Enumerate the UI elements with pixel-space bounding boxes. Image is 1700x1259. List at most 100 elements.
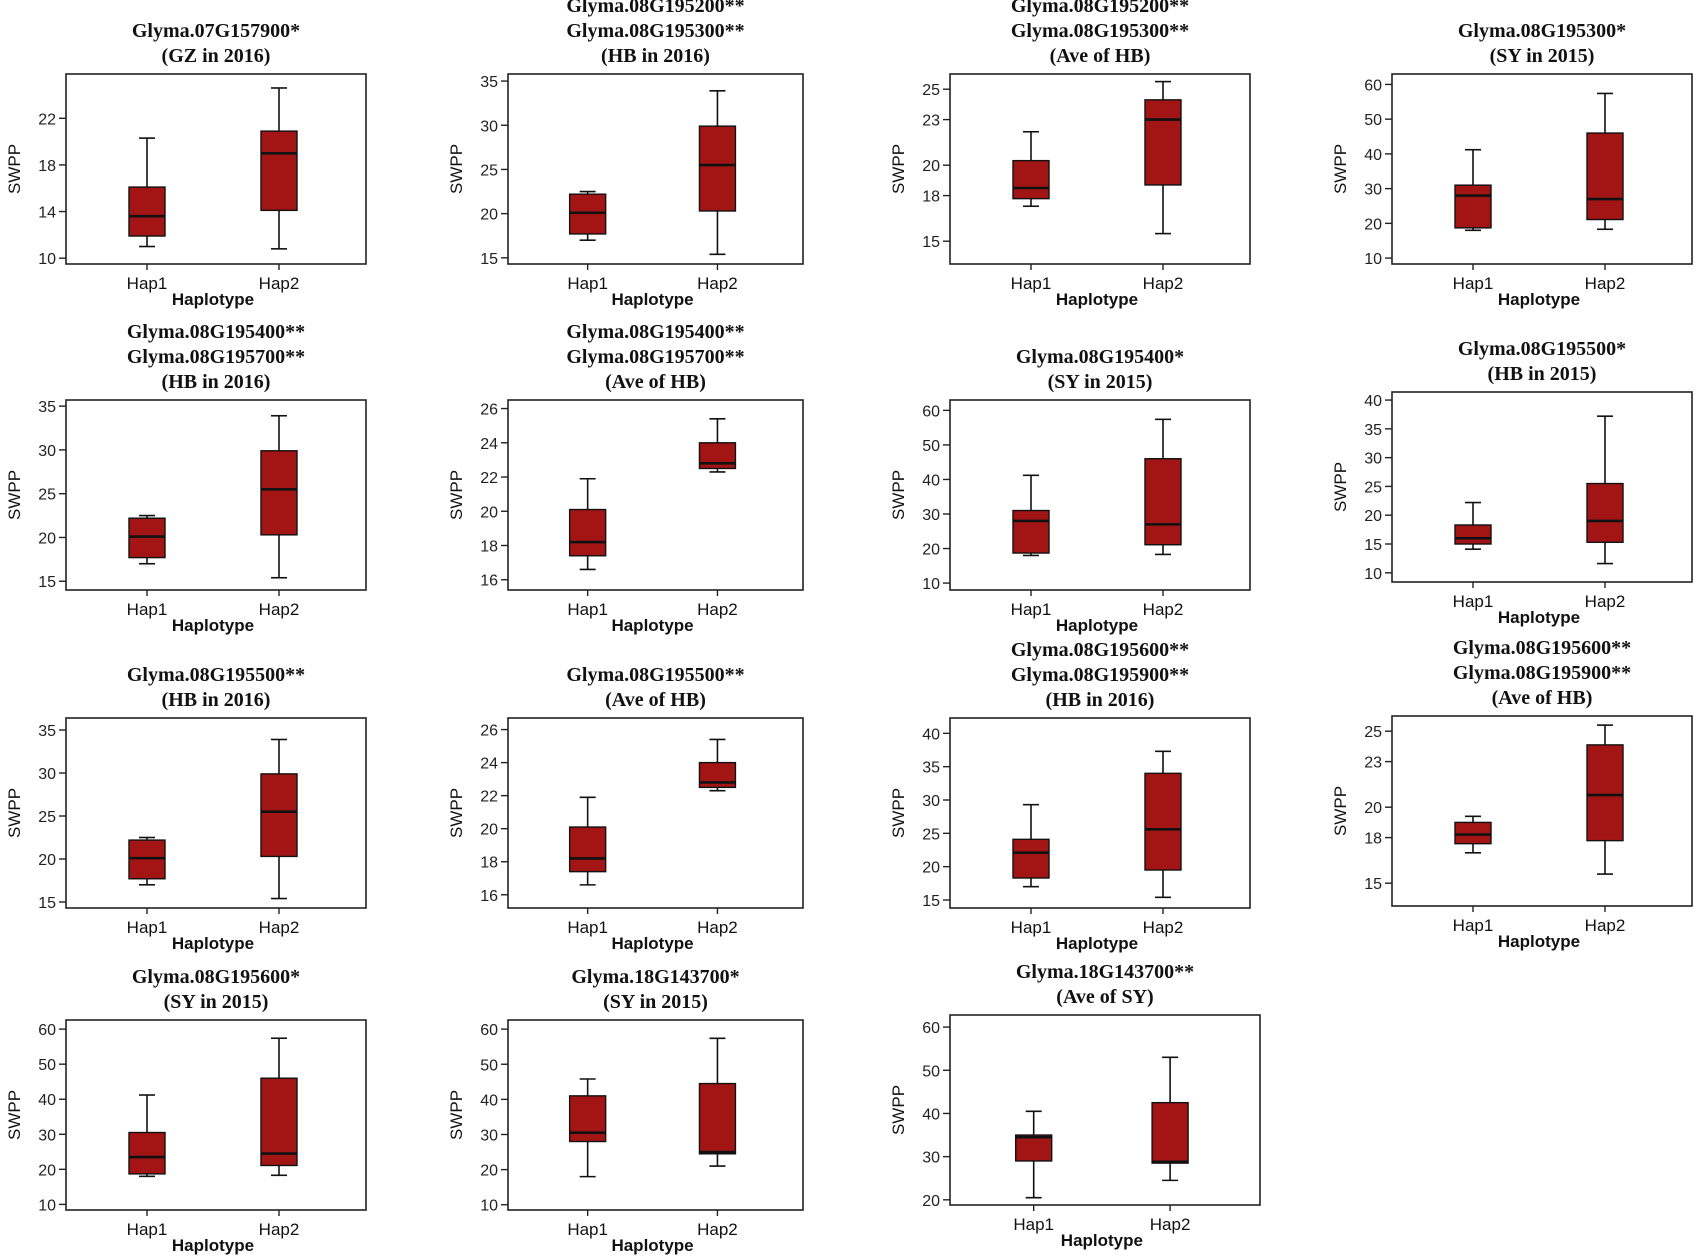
category-label: Hap1 [127, 918, 168, 937]
box-iqr [260, 450, 298, 536]
y-tick-label: 16 [480, 888, 498, 905]
y-axis-label: SWPP [1331, 462, 1350, 512]
box-iqr [568, 1095, 607, 1143]
category-label: Hap1 [567, 1220, 608, 1239]
y-tick-label: 24 [480, 436, 498, 453]
category-label: Hap2 [697, 1220, 738, 1239]
y-tick-label: 25 [38, 487, 56, 504]
box-iqr [260, 130, 298, 212]
box-iqr [1151, 1101, 1189, 1164]
plot-frame [507, 73, 804, 265]
box-iqr [698, 1082, 737, 1155]
plot-frame [949, 1014, 1261, 1206]
y-tick-label: 20 [922, 860, 940, 877]
y-tick-label: 50 [922, 1063, 940, 1080]
y-tick-label: 35 [1364, 422, 1382, 439]
y-tick-label: 35 [38, 723, 56, 740]
y-tick-label: 10 [38, 251, 56, 268]
category-label: Hap2 [1585, 592, 1626, 611]
category-label: Hap2 [1143, 918, 1184, 937]
plot-frame [949, 73, 1251, 265]
chart-title: Glyma.08G195400* [1016, 346, 1184, 368]
box-iqr [1586, 744, 1624, 842]
y-tick-label: 20 [922, 158, 940, 175]
y-tick-label: 15 [480, 251, 498, 268]
y-tick-label: 50 [1364, 112, 1382, 129]
y-tick-label: 15 [922, 234, 940, 251]
y-tick-label: 22 [480, 789, 498, 806]
y-tick-label: 20 [480, 504, 498, 521]
box-iqr [1586, 132, 1624, 221]
y-tick-label: 14 [38, 205, 56, 222]
chart-title: Glyma.08G195400** [127, 321, 305, 343]
boxplot-panel: Glyma.08G195400* (SY in 2015) 10 20 30 40 50 60… [889, 346, 1251, 635]
y-tick-label: 30 [1364, 451, 1382, 468]
y-axis-label: SWPP [889, 788, 908, 838]
y-tick-label: 30 [38, 1127, 56, 1144]
y-axis-label: SWPP [889, 470, 908, 520]
boxplot-panel: Glyma.08G195600* (SY in 2015) 10 20 30 40 50 60… [5, 966, 367, 1255]
y-tick-label: 30 [1364, 182, 1382, 199]
chart-title: (HB in 2016) [601, 45, 710, 67]
plot-frame [507, 399, 804, 591]
y-axis-label: SWPP [5, 470, 24, 520]
y-tick-label: 18 [922, 189, 940, 206]
y-tick-label: 10 [480, 1198, 498, 1215]
x-axis-label: Haplotype [611, 290, 693, 309]
box-iqr [1012, 838, 1050, 879]
category-label: Hap2 [259, 1220, 300, 1239]
y-tick-label: 20 [1364, 800, 1382, 817]
chart-title: Glyma.18G143700* [571, 966, 739, 988]
y-tick-label: 18 [480, 855, 498, 872]
y-tick-label: 20 [38, 1162, 56, 1179]
chart-title: Glyma.08G195200** [566, 0, 744, 17]
category-label: Hap1 [1453, 916, 1494, 935]
y-tick-label: 50 [38, 1057, 56, 1074]
y-tick-label: 40 [1364, 147, 1382, 164]
category-label: Hap1 [567, 600, 608, 619]
y-tick-label: 40 [922, 472, 940, 489]
y-axis-label: SWPP [889, 1085, 908, 1135]
boxplot-panel: Glyma.08G195500** (Ave of HB) 16 18 20 22 24 26… [447, 664, 804, 953]
x-axis-label: Haplotype [1498, 932, 1580, 951]
box-iqr [128, 517, 166, 559]
y-axis-label: SWPP [889, 144, 908, 194]
boxplot-panel: Glyma.08G195200** Glyma.08G195300** (HB in… [447, 0, 804, 309]
y-tick-label: 40 [1364, 393, 1382, 410]
x-axis-label: Haplotype [172, 290, 254, 309]
y-tick-label: 10 [1364, 566, 1382, 583]
chart-title: Glyma.08G195900** [1011, 664, 1189, 686]
box-iqr [1144, 772, 1182, 871]
chart-title: (HB in 2016) [162, 371, 271, 393]
y-tick-label: 25 [1364, 724, 1382, 741]
chart-title: Glyma.07G157900* [132, 20, 300, 42]
y-axis-label: SWPP [1331, 144, 1350, 194]
chart-title: (SY in 2015) [603, 991, 708, 1013]
chart-title: Glyma.08G195700** [566, 346, 744, 368]
plot-frame [949, 399, 1251, 591]
chart-title: (Ave of HB) [605, 689, 706, 711]
x-axis-label: Haplotype [1056, 934, 1138, 953]
box-iqr [1454, 524, 1492, 545]
y-tick-label: 60 [922, 1020, 940, 1037]
y-axis-label: SWPP [5, 144, 24, 194]
category-label: Hap2 [1143, 274, 1184, 293]
category-label: Hap1 [127, 274, 168, 293]
box-iqr [698, 125, 737, 212]
y-axis-label: SWPP [1331, 786, 1350, 836]
y-tick-label: 35 [922, 760, 940, 777]
plot-frame [1391, 73, 1693, 265]
chart-title: (Ave of HB) [1492, 687, 1593, 709]
boxplot-panel: Glyma.07G157900* (GZ in 2016) 10 14 18 22 SWPP… [5, 20, 367, 309]
boxplot-panel: Glyma.08G195200** Glyma.08G195300** (Ave o… [889, 0, 1251, 309]
y-tick-label: 24 [480, 756, 498, 773]
y-tick-label: 20 [38, 852, 56, 869]
category-label: Hap2 [697, 274, 738, 293]
y-tick-label: 35 [38, 399, 56, 416]
y-axis-label: SWPP [447, 470, 466, 520]
chart-title: Glyma.08G195200** [1011, 0, 1189, 17]
boxplot-panel: Glyma.18G143700** (Ave of SY) 20 30 40 50 60 SW… [889, 961, 1261, 1250]
category-label: Hap1 [1453, 274, 1494, 293]
y-axis-label: SWPP [447, 1090, 466, 1140]
